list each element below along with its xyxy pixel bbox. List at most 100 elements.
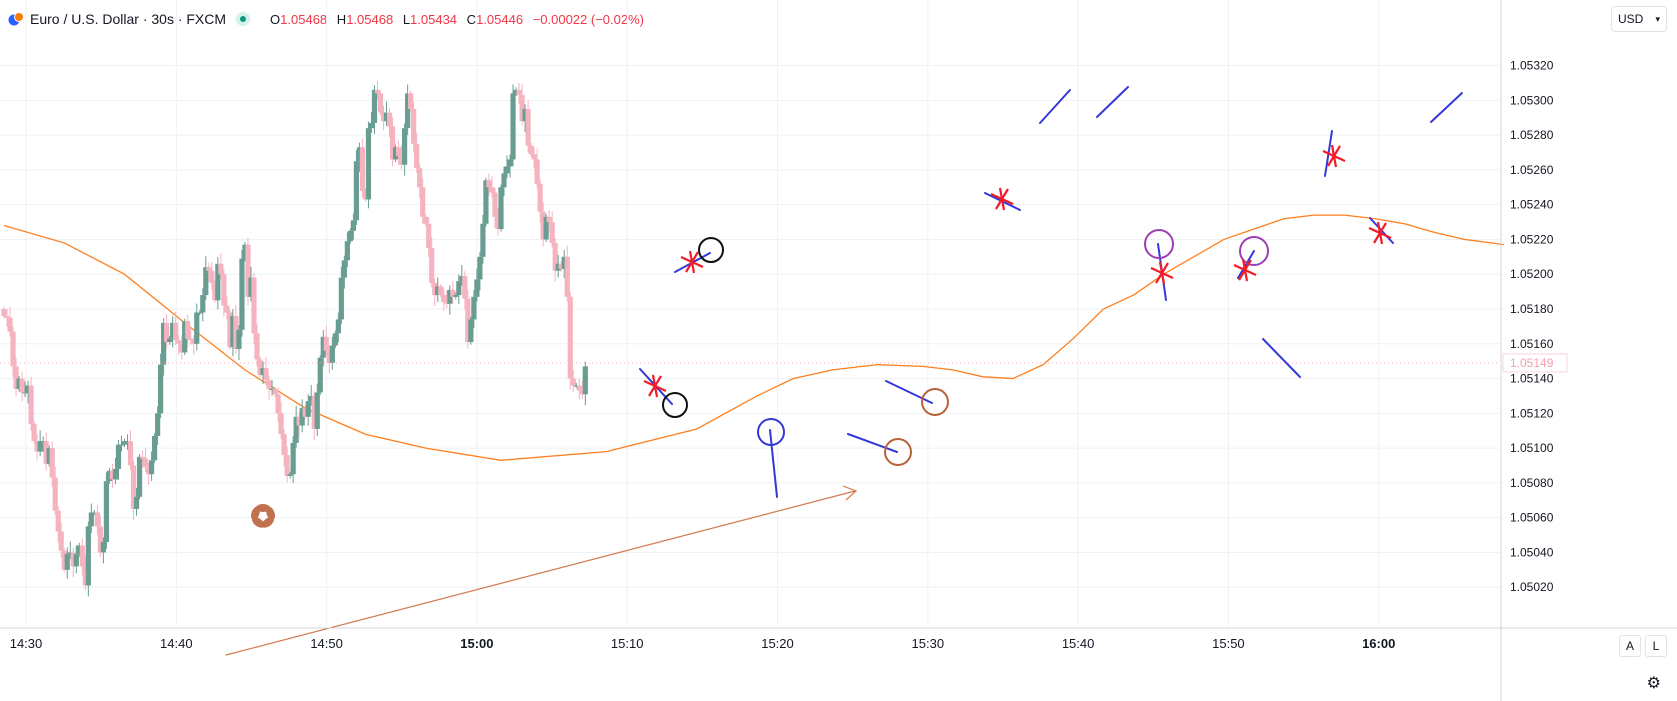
- candle-body: [22, 392, 28, 394]
- candle-body: [200, 295, 206, 313]
- market-status-icon[interactable]: [236, 12, 251, 26]
- candle-body: [145, 467, 152, 475]
- moving-average-line: [3, 214, 1505, 461]
- price-tick-label: 1.05040: [1510, 545, 1554, 559]
- price-tick-label: 1.05300: [1510, 93, 1554, 107]
- price-tick-label: 1.05120: [1510, 406, 1554, 420]
- open-key: O: [270, 11, 281, 27]
- candle-body: [206, 267, 212, 271]
- candle-body: [197, 312, 203, 314]
- candle-body: [152, 435, 158, 461]
- candle-body: [305, 401, 311, 417]
- candle-body: [242, 244, 248, 259]
- candle-body: [118, 444, 125, 446]
- candle-body: [215, 263, 221, 301]
- flower-petal: [261, 517, 274, 528]
- red-asterisk-icon: [1368, 221, 1392, 245]
- candle-body: [525, 109, 531, 146]
- auto-scale-button[interactable]: A: [1619, 635, 1641, 657]
- candle-body: [7, 317, 13, 332]
- candle-body: [136, 456, 143, 497]
- candle-body: [124, 441, 131, 443]
- price-tick-label: 1.05140: [1510, 372, 1554, 386]
- flower-petal: [251, 506, 260, 521]
- candle-body: [573, 385, 579, 387]
- candle-body: [293, 416, 299, 443]
- symbol-title[interactable]: Euro / U.S. Dollar · 30s · FXCM: [30, 11, 227, 27]
- candle-body: [212, 282, 218, 301]
- candle-body: [380, 112, 387, 122]
- candle-body: [501, 173, 507, 188]
- candle-body: [46, 448, 52, 464]
- candle-body: [308, 395, 314, 402]
- candle-body: [489, 187, 495, 193]
- price-tick-label: 1.05260: [1510, 163, 1554, 177]
- candle-body: [398, 155, 405, 165]
- trend-line: [1262, 338, 1301, 378]
- candle-body: [558, 263, 564, 270]
- candle-body: [417, 168, 423, 188]
- red-asterisk-icon: [990, 187, 1014, 211]
- price-tick-label: 1.05240: [1510, 198, 1554, 212]
- candle-body: [456, 281, 462, 296]
- candle-body: [194, 312, 200, 344]
- candle-body: [332, 333, 338, 346]
- circle-marker: [757, 418, 785, 446]
- asterisk-stroke: [1330, 144, 1338, 168]
- candle-body: [347, 230, 353, 242]
- candle-body: [540, 211, 546, 240]
- low-key: L: [402, 11, 411, 27]
- candle-body: [278, 413, 284, 435]
- candle-body: [552, 242, 558, 271]
- trend-line: [847, 433, 898, 453]
- last-price-label: 1.05149: [1510, 356, 1554, 370]
- candle-body: [109, 470, 116, 480]
- time-tick-label: 15:40: [1062, 636, 1095, 651]
- candle-body: [284, 455, 290, 476]
- trend-line: [1237, 250, 1255, 279]
- asterisk-stroke: [1241, 258, 1249, 282]
- red-asterisk-icon: [680, 250, 704, 274]
- candle-body: [465, 298, 471, 343]
- candle-body: [477, 256, 483, 280]
- candle-body: [296, 416, 302, 426]
- candle-body: [158, 364, 164, 414]
- candle-body: [164, 322, 170, 343]
- candle-body: [254, 333, 260, 360]
- candle-body: [1, 309, 7, 316]
- candle-body: [516, 89, 522, 96]
- change-value: −0.00022 (−0.02%): [532, 11, 644, 27]
- candle-body: [79, 545, 85, 567]
- log-scale-button[interactable]: L: [1645, 635, 1667, 657]
- candle-body: [498, 187, 504, 230]
- candle-body: [314, 392, 320, 429]
- candle-body: [281, 434, 287, 456]
- candle-body: [182, 321, 188, 353]
- candle-body: [19, 378, 25, 393]
- candle-body: [323, 336, 329, 351]
- candle-body: [486, 180, 492, 188]
- candle-body: [492, 192, 498, 217]
- candle-body: [534, 159, 540, 184]
- candle-body: [94, 512, 100, 527]
- candle-body: [34, 441, 40, 452]
- candle-body: [31, 423, 37, 442]
- gear-icon[interactable]: ⚙: [1646, 675, 1661, 692]
- candle-body: [365, 128, 372, 200]
- candle-body: [263, 368, 269, 381]
- candle-body: [287, 474, 293, 476]
- candle-body: [447, 289, 453, 304]
- candle-body: [519, 95, 525, 122]
- currency-selector[interactable]: USD ▾: [1611, 6, 1667, 32]
- candle-body: [115, 444, 122, 469]
- open-value: 1.05468: [280, 11, 328, 27]
- candle-body: [191, 340, 197, 344]
- candle-body: [112, 468, 119, 480]
- candle-body: [344, 241, 350, 261]
- circle-marker: [662, 392, 688, 418]
- brown-flower-icon: [251, 504, 275, 528]
- candle-body: [567, 296, 573, 379]
- candle-body: [148, 460, 155, 475]
- candle-body: [4, 315, 10, 318]
